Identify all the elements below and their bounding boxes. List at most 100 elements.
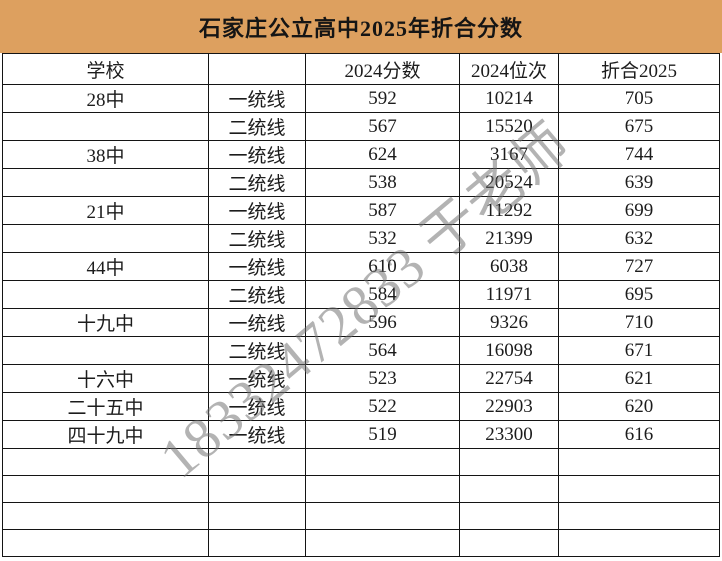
rank-2024-cell: 16098 xyxy=(459,336,559,365)
header-score-2024: 2024分数 xyxy=(305,53,460,85)
table-row: 44中 一统线 610 6038 727 xyxy=(2,252,720,281)
empty-cell xyxy=(208,529,306,557)
empty-cell xyxy=(459,502,559,530)
table-row: 二统线 567 15520 675 xyxy=(2,112,720,141)
table-row: 二统线 584 11971 695 xyxy=(2,280,720,309)
school-cell: 十九中 xyxy=(2,308,209,337)
rank-2024-cell: 10214 xyxy=(459,84,559,113)
empty-cell xyxy=(558,502,720,530)
school-cell xyxy=(2,336,209,365)
line-type-cell: 二统线 xyxy=(208,224,306,253)
table-row: 十九中 一统线 596 9326 710 xyxy=(2,308,720,337)
school-cell: 十六中 xyxy=(2,364,209,393)
score-2024-cell: 519 xyxy=(305,420,460,449)
empty-cell xyxy=(558,475,720,503)
empty-cell xyxy=(305,502,460,530)
rank-2024-cell: 22754 xyxy=(459,364,559,393)
rank-2024-cell: 9326 xyxy=(459,308,559,337)
header-rank-2024: 2024位次 xyxy=(459,53,559,85)
line-type-cell: 一统线 xyxy=(208,392,306,421)
line-type-cell: 一统线 xyxy=(208,140,306,169)
converted-2025-cell: 705 xyxy=(558,84,720,113)
table-row: 二统线 564 16098 671 xyxy=(2,336,720,365)
table-row: 二统线 532 21399 632 xyxy=(2,224,720,253)
score-2024-cell: 592 xyxy=(305,84,460,113)
line-type-cell: 一统线 xyxy=(208,364,306,393)
converted-2025-cell: 675 xyxy=(558,112,720,141)
score-2024-cell: 523 xyxy=(305,364,460,393)
line-type-cell: 二统线 xyxy=(208,280,306,309)
table-row: 十六中 一统线 523 22754 621 xyxy=(2,364,720,393)
empty-cell xyxy=(558,529,720,557)
empty-cell xyxy=(459,448,559,476)
header-school: 学校 xyxy=(2,53,209,85)
empty-cell xyxy=(305,475,460,503)
rank-2024-cell: 15520 xyxy=(459,112,559,141)
table-row: 28中 一统线 592 10214 705 xyxy=(2,84,720,113)
converted-2025-cell: 710 xyxy=(558,308,720,337)
school-cell: 21中 xyxy=(2,196,209,225)
empty-cell xyxy=(2,475,209,503)
school-cell: 二十五中 xyxy=(2,392,209,421)
line-type-cell: 一统线 xyxy=(208,252,306,281)
school-cell: 44中 xyxy=(2,252,209,281)
line-type-cell: 一统线 xyxy=(208,84,306,113)
page-title: 石家庄公立高中2025年折合分数 xyxy=(198,15,523,41)
empty-table-row xyxy=(2,475,720,503)
score-2024-cell: 564 xyxy=(305,336,460,365)
converted-2025-cell: 621 xyxy=(558,364,720,393)
score-2024-cell: 587 xyxy=(305,196,460,225)
empty-table-row xyxy=(2,502,720,530)
score-2024-cell: 610 xyxy=(305,252,460,281)
score-2024-cell: 567 xyxy=(305,112,460,141)
line-type-cell: 二统线 xyxy=(208,168,306,197)
school-cell: 四十九中 xyxy=(2,420,209,449)
score-2024-cell: 596 xyxy=(305,308,460,337)
empty-cell xyxy=(459,529,559,557)
converted-2025-cell: 620 xyxy=(558,392,720,421)
table-header-row: 学校 2024分数 2024位次 折合2025 xyxy=(2,53,720,85)
table-row: 二统线 538 20524 639 xyxy=(2,168,720,197)
line-type-cell: 一统线 xyxy=(208,308,306,337)
line-type-cell: 二统线 xyxy=(208,112,306,141)
converted-2025-cell: 727 xyxy=(558,252,720,281)
empty-cell xyxy=(208,502,306,530)
rank-2024-cell: 3167 xyxy=(459,140,559,169)
rank-2024-cell: 11971 xyxy=(459,280,559,309)
header-line-type xyxy=(208,53,306,85)
line-type-cell: 二统线 xyxy=(208,336,306,365)
rank-2024-cell: 11292 xyxy=(459,196,559,225)
table-row: 21中 一统线 587 11292 699 xyxy=(2,196,720,225)
score-2024-cell: 532 xyxy=(305,224,460,253)
school-cell: 28中 xyxy=(2,84,209,113)
empty-cell xyxy=(2,502,209,530)
school-cell xyxy=(2,280,209,309)
score-2024-cell: 538 xyxy=(305,168,460,197)
rank-2024-cell: 20524 xyxy=(459,168,559,197)
table-row: 二十五中 一统线 522 22903 620 xyxy=(2,392,720,421)
empty-table-row xyxy=(2,529,720,557)
converted-2025-cell: 632 xyxy=(558,224,720,253)
header-converted-2025: 折合2025 xyxy=(558,53,720,85)
rank-2024-cell: 21399 xyxy=(459,224,559,253)
empty-cell xyxy=(2,448,209,476)
empty-cell xyxy=(305,448,460,476)
school-cell: 38中 xyxy=(2,140,209,169)
converted-2025-cell: 695 xyxy=(558,280,720,309)
converted-2025-cell: 699 xyxy=(558,196,720,225)
rank-2024-cell: 22903 xyxy=(459,392,559,421)
empty-table-row xyxy=(2,448,720,476)
score-table: 学校 2024分数 2024位次 折合2025 28中 一统线 592 1021… xyxy=(2,53,720,557)
rank-2024-cell: 6038 xyxy=(459,252,559,281)
school-cell xyxy=(2,224,209,253)
line-type-cell: 一统线 xyxy=(208,420,306,449)
table-row: 四十九中 一统线 519 23300 616 xyxy=(2,420,720,449)
converted-2025-cell: 744 xyxy=(558,140,720,169)
school-cell xyxy=(2,112,209,141)
empty-cell xyxy=(305,529,460,557)
empty-cell xyxy=(558,448,720,476)
score-2024-cell: 522 xyxy=(305,392,460,421)
table-row: 38中 一统线 624 3167 744 xyxy=(2,140,720,169)
empty-cell xyxy=(208,448,306,476)
converted-2025-cell: 616 xyxy=(558,420,720,449)
